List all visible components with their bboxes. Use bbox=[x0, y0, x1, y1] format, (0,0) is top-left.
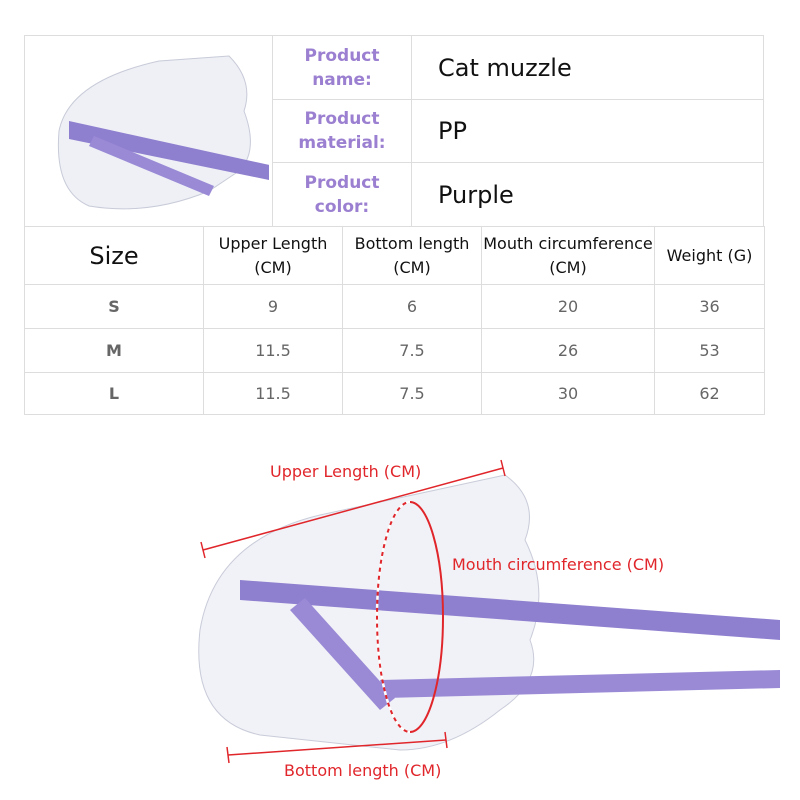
table-cell: 20 bbox=[481, 284, 655, 329]
table-cell: 7.5 bbox=[342, 372, 482, 415]
muzzle-diagram bbox=[198, 459, 780, 764]
product-image-cell bbox=[24, 35, 273, 227]
table-cell: 62 bbox=[654, 372, 765, 415]
table-cell: 53 bbox=[654, 328, 765, 373]
table-header: Weight (G) bbox=[654, 226, 765, 285]
table-cell: 36 bbox=[654, 284, 765, 329]
table-header: Upper Length (CM) bbox=[203, 226, 343, 285]
mouth-circumference-label: Mouth circumference (CM) bbox=[452, 555, 665, 574]
table-cell: M bbox=[24, 328, 204, 373]
bottom-length-line bbox=[227, 739, 447, 756]
table-cell: 7.5 bbox=[342, 328, 482, 373]
table-header: Bottom length (CM) bbox=[342, 226, 482, 285]
table-cell: 9 bbox=[203, 284, 343, 329]
upper-length-label: Upper Length (CM) bbox=[270, 462, 422, 481]
upper-length-line bbox=[202, 467, 504, 551]
strap-cross bbox=[290, 598, 395, 710]
info-label: Product color: bbox=[272, 162, 412, 227]
info-value: PP bbox=[411, 99, 764, 163]
table-cell: L bbox=[24, 372, 204, 415]
info-value: Cat muzzle bbox=[411, 35, 764, 100]
table-cell: 11.5 bbox=[203, 372, 343, 415]
table-header: Size bbox=[24, 226, 204, 285]
muzzle-thumbnail bbox=[57, 55, 269, 210]
info-value: Purple bbox=[411, 162, 764, 227]
table-cell: S bbox=[24, 284, 204, 329]
table-cell: 11.5 bbox=[203, 328, 343, 373]
table-cell: 6 bbox=[342, 284, 482, 329]
table-cell: 26 bbox=[481, 328, 655, 373]
info-label: Product name: bbox=[272, 35, 412, 100]
strap-lower bbox=[380, 670, 780, 698]
table-header: Mouth circumference (CM) bbox=[481, 226, 655, 285]
bottom-length-label: Bottom length (CM) bbox=[284, 761, 442, 780]
table-cell: 30 bbox=[481, 372, 655, 415]
strap-upper bbox=[240, 580, 780, 640]
info-label: Product material: bbox=[272, 99, 412, 163]
